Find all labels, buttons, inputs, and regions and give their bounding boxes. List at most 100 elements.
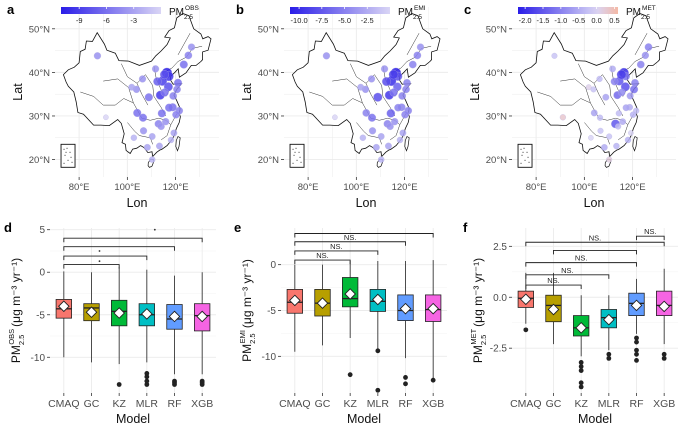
significance-label: NS.: [575, 254, 588, 263]
lat-tick-label: 50°N: [258, 24, 279, 35]
box-xtick-label: CMAQ: [48, 398, 80, 410]
station-point: [403, 79, 411, 87]
box-GC: [314, 264, 331, 346]
inset-island: [300, 161, 302, 163]
lon-tick-label: 120°E: [392, 182, 418, 193]
station-point: [362, 109, 371, 117]
colorbar-tick-label: -6: [103, 16, 110, 25]
station-point: [167, 136, 175, 144]
inset-island: [296, 159, 298, 161]
box-RF: [397, 261, 414, 387]
box-ylabel: PM2.5MET(μg m⁻³ yr⁻¹): [469, 258, 488, 363]
colorbar-tick-label: 0.0: [591, 16, 601, 25]
lat-tick-label: 50°N: [29, 24, 50, 35]
mean-diamond: [316, 297, 329, 310]
station-point: [601, 144, 608, 151]
box-KZ: [111, 267, 128, 387]
province-boundary: [356, 122, 382, 145]
ylabel-unit: (μg m⁻³ yr⁻¹): [471, 258, 485, 327]
province-boundary: [593, 74, 624, 117]
station-point: [602, 93, 610, 101]
box-xlabel: Model: [578, 412, 612, 426]
colorbar-tick-label: 0.5: [609, 16, 619, 25]
inset-island: [292, 148, 294, 150]
station-point: [368, 127, 377, 135]
mean-diamond: [630, 299, 643, 312]
mean-diamond: [140, 308, 153, 320]
station-point: [160, 88, 169, 97]
station-point: [597, 127, 604, 134]
station-point: [184, 51, 193, 60]
inset-island: [523, 147, 525, 149]
box-ytick-label: -2.5: [490, 344, 508, 355]
colorbar-tick-label: -5.0: [338, 16, 351, 25]
legend-title-main: PM: [169, 7, 184, 18]
box-xtick-label: MLR: [136, 398, 159, 410]
station-point: [372, 143, 380, 151]
outlier-point: [144, 382, 150, 387]
colorbar-tick-label: -0.5: [572, 16, 585, 25]
outlier-point: [144, 371, 150, 376]
station-point: [144, 93, 153, 102]
province-boundary: [634, 33, 648, 56]
inset-island: [67, 159, 69, 161]
box-ytick-label: -5: [267, 306, 276, 317]
province-boundary: [584, 122, 610, 145]
station-point: [559, 114, 566, 121]
station-point: [359, 134, 367, 141]
box-xtick-label: KZ: [574, 398, 588, 410]
outlier-point: [606, 355, 612, 361]
map-ylabel: Lat: [468, 83, 482, 101]
station-point: [588, 135, 594, 141]
outlier-point: [661, 351, 667, 357]
box-ytick-label: -10: [262, 352, 277, 363]
station-point: [615, 110, 622, 117]
significance-bracket: [553, 249, 637, 255]
ylabel-main: PM: [240, 344, 254, 362]
legend-title-main: PM: [626, 7, 641, 18]
station-point: [609, 65, 616, 73]
box-XGB: [194, 272, 211, 387]
significance-bracket: [294, 259, 351, 265]
box-RF: [166, 275, 183, 387]
mean-diamond: [288, 294, 301, 307]
extra-point: [98, 260, 101, 263]
significance-bracket: [525, 274, 610, 279]
lon-tick-label: 100°E: [114, 182, 140, 193]
map-ylabel: Lat: [240, 83, 254, 101]
station-point: [613, 142, 620, 150]
province-boundary: [617, 113, 635, 141]
inset-island: [64, 154, 66, 156]
station-point: [416, 43, 425, 51]
outlier-point: [172, 382, 177, 387]
station-point: [606, 133, 613, 140]
inset-island: [295, 147, 297, 149]
colorbar-tick-label: -2.0: [519, 16, 532, 25]
colorbar: [290, 7, 390, 14]
box-xtick-label: GC: [546, 398, 562, 410]
mean-diamond: [519, 293, 532, 306]
outlier-point: [347, 372, 353, 378]
station-point: [551, 52, 558, 59]
box-xlabel: Model: [347, 412, 381, 426]
inset-island: [299, 156, 301, 158]
station-point: [173, 85, 181, 94]
colorbar: [61, 7, 161, 14]
lat-tick-label: 30°N: [486, 111, 507, 122]
inset-island: [528, 161, 530, 163]
significance-label: NS.: [316, 251, 329, 260]
outlier-point: [144, 374, 150, 380]
lat-tick-label: 40°N: [29, 68, 50, 79]
map-panel-c: 80°E 100°E 120°E 50°N 40°N 30°N 20°N Lon Lat c -2.…: [464, 2, 676, 210]
station-point: [590, 86, 597, 93]
station-point: [386, 109, 396, 118]
station-point: [394, 103, 402, 112]
station-point: [169, 92, 178, 100]
inset-island: [521, 154, 523, 156]
station-point: [170, 129, 178, 137]
station-point: [128, 83, 136, 91]
ylabel-sub: 2.5: [248, 333, 257, 343]
ylabel-main: PM: [9, 345, 23, 363]
